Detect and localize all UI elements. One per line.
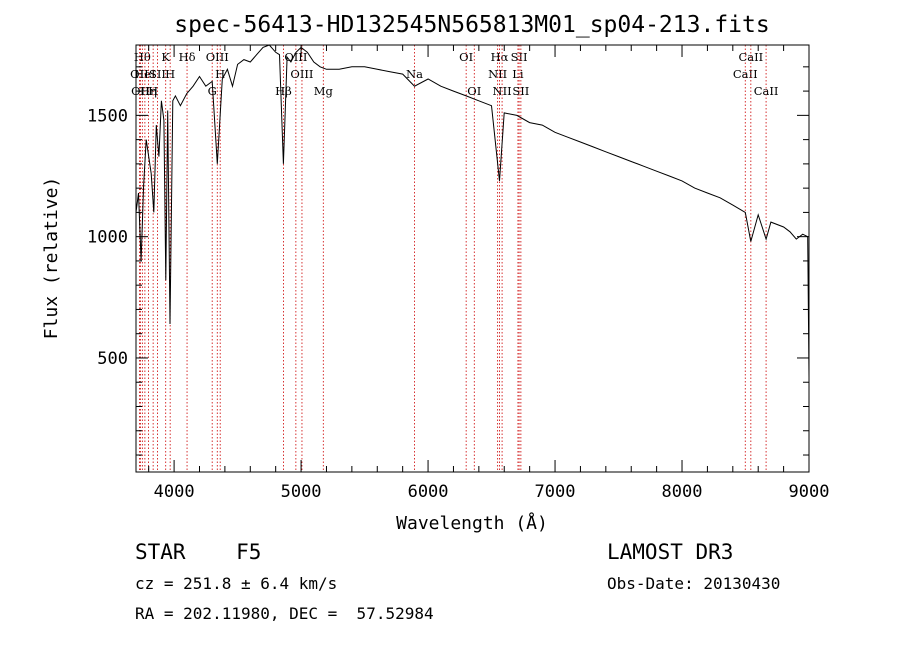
line-marker-label-2: Hθ — [134, 50, 151, 64]
line-marker-label-15: OIII — [290, 67, 313, 81]
chart-title: spec-56413-HD132545N565813M01_sp04-213.f… — [174, 12, 769, 38]
line-marker-label-17: Na — [406, 67, 423, 81]
y-tick-label-0: 500 — [97, 349, 128, 369]
line-marker-label-9: Hδ — [179, 50, 196, 64]
line-marker-label-0: OII — [130, 67, 149, 81]
observation-date: Obs-Date: 20130430 — [607, 574, 781, 593]
line-marker-label-20: NII — [488, 67, 507, 81]
x-tick-label-5: 9000 — [789, 482, 830, 502]
y-tick-label-2: 1500 — [87, 106, 128, 126]
line-marker-label-5: H — [148, 84, 158, 98]
sky-coordinates: RA = 202.11980, DEC = 57.52984 — [135, 604, 434, 623]
line-marker-label-6: SII — [149, 67, 166, 81]
line-marker-label-3: HeI — [134, 67, 155, 81]
x-tick-label-1: 5000 — [281, 482, 322, 502]
line-marker-label-21: Hα — [491, 50, 509, 64]
line-marker-label-8: H — [165, 67, 175, 81]
y-axis-label: Flux (relative) — [41, 177, 62, 340]
spectrum-line — [135, 44, 810, 378]
line-marker-label-26: CaII — [733, 67, 758, 81]
axis-ticks: 4000 5000 6000 7000 8000 9000 500 1000 1500 — [87, 45, 829, 502]
x-tick-label-4: 8000 — [662, 482, 703, 502]
plot-frame — [135, 44, 810, 473]
line-marker-label-24: SII — [511, 50, 528, 64]
line-marker-label-27: CaII — [738, 50, 763, 64]
line-marker-label-11: OIII — [206, 50, 229, 64]
emission-line-markers: OIIOIIHθHeIHηHSIIKHHδGOIIIHHβOIIIOIIIMgN… — [130, 45, 778, 472]
line-marker-label-10: G — [208, 84, 217, 98]
line-marker-label-22: NII — [493, 84, 512, 98]
line-marker-label-18: OI — [459, 50, 473, 64]
line-marker-label-19: OI — [467, 84, 481, 98]
x-tick-label-3: 7000 — [535, 482, 576, 502]
x-axis-label: Wavelength (Å) — [396, 512, 548, 534]
line-marker-label-23: Li — [512, 67, 524, 81]
line-marker-label-7: K — [161, 50, 170, 64]
line-marker-label-13: Hβ — [275, 84, 292, 98]
x-tick-label-0: 4000 — [154, 482, 195, 502]
object-class: STAR F5 — [135, 540, 262, 564]
survey-name: LAMOST DR3 — [607, 540, 734, 564]
x-tick-label-2: 6000 — [408, 482, 449, 502]
line-marker-label-16: Mg — [314, 84, 334, 98]
line-marker-label-28: CaII — [754, 84, 779, 98]
line-marker-label-25: SII — [512, 84, 529, 98]
y-tick-label-1: 1000 — [87, 228, 128, 248]
line-marker-label-12: H — [215, 67, 225, 81]
redshift-velocity: cz = 251.8 ± 6.4 km/s — [135, 574, 338, 593]
